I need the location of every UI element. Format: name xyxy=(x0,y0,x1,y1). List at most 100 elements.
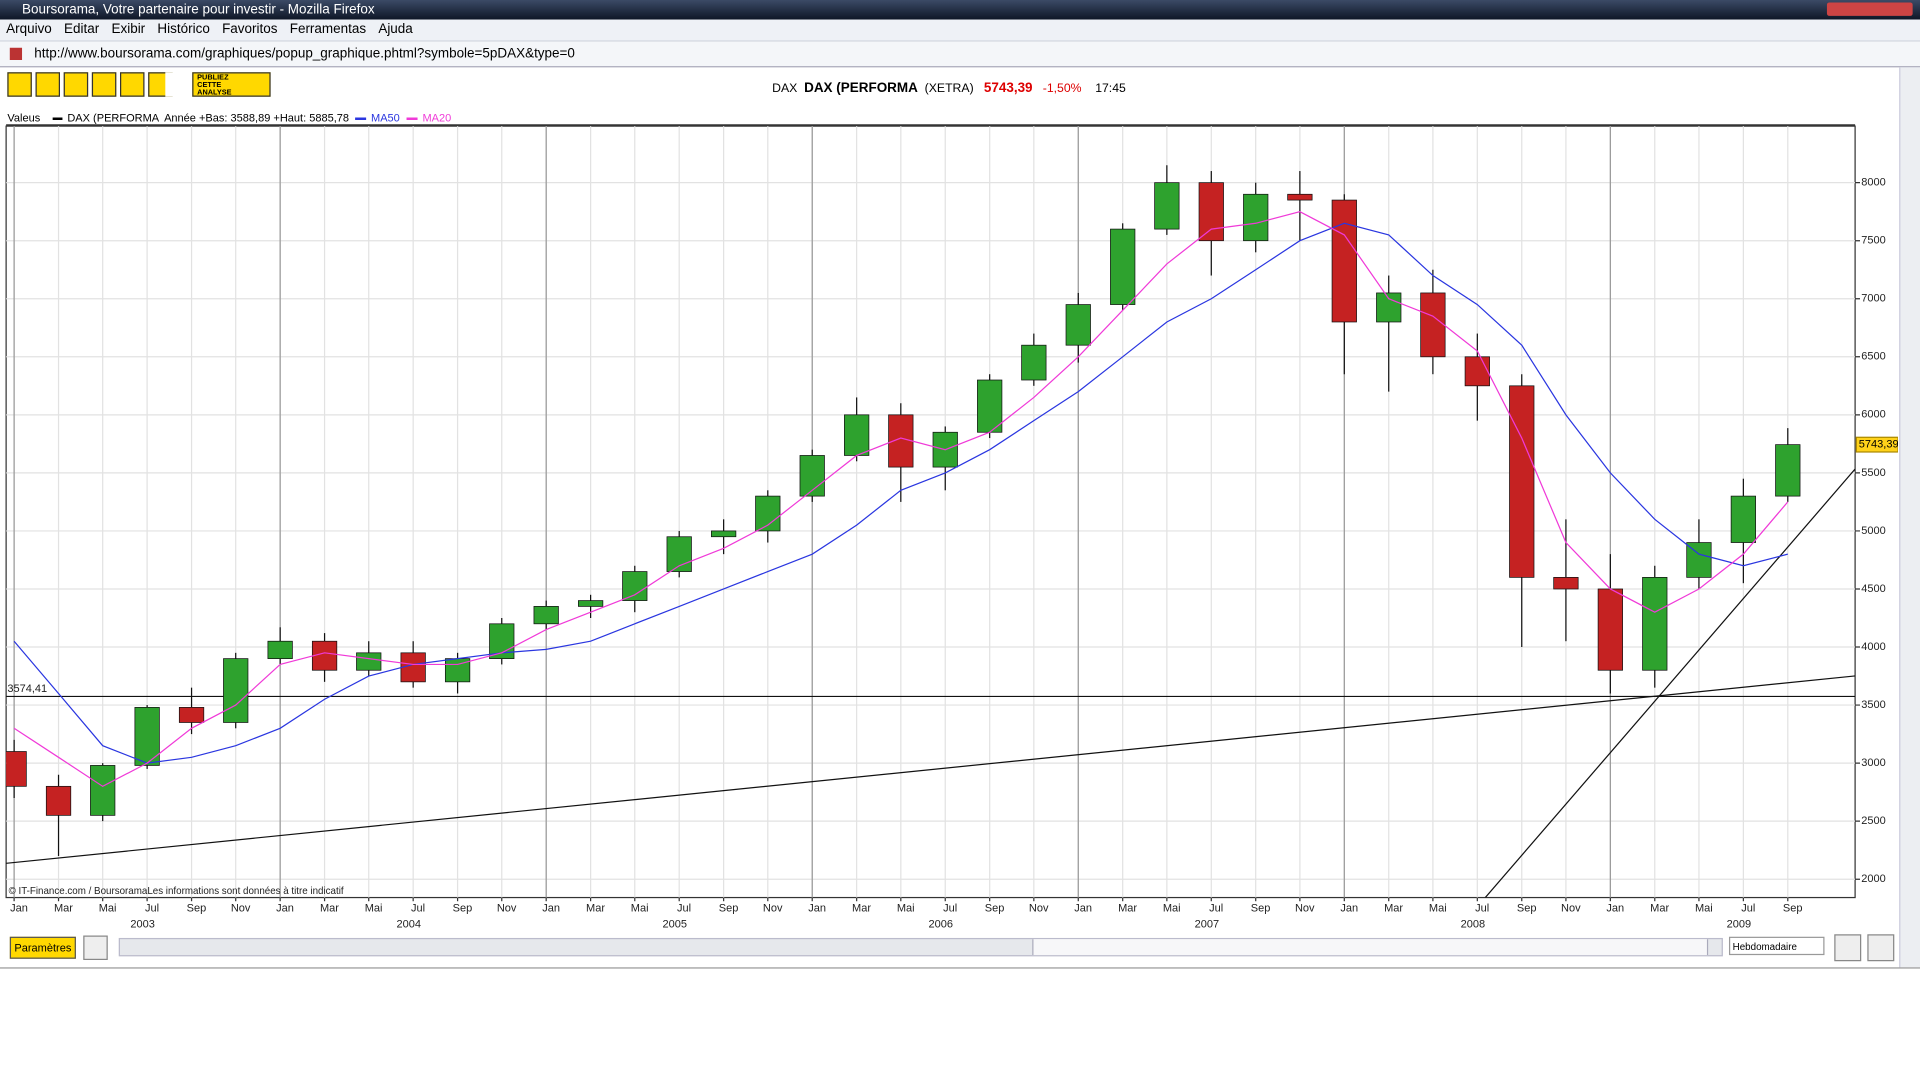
candle-body xyxy=(1287,193,1313,201)
menu-item[interactable]: Ferramentas xyxy=(289,22,367,37)
candle-body xyxy=(134,707,160,766)
y-tick-label: 2500 xyxy=(1861,815,1886,827)
window-controls[interactable] xyxy=(1826,2,1913,16)
x-tick-label: Mai xyxy=(1695,902,1713,914)
candle-body xyxy=(622,571,648,601)
page-edge xyxy=(0,967,1920,969)
x-tick-label: Jan xyxy=(276,902,294,914)
menu-item[interactable]: Favoritos xyxy=(222,22,278,37)
x-tick-label: Mar xyxy=(852,902,871,914)
menu-item[interactable]: Histórico xyxy=(157,22,210,37)
x-tick-label: Sep xyxy=(1251,902,1271,914)
zoom-out-button[interactable] xyxy=(1834,934,1862,962)
x-tick-label: Nov xyxy=(1561,902,1581,914)
legend-label: MA50 xyxy=(371,113,400,125)
candle-body xyxy=(1553,577,1579,590)
x-tick-label: Jan xyxy=(542,902,560,914)
x-tick-label: Nov xyxy=(763,902,783,914)
tool-line[interactable] xyxy=(35,72,61,97)
candle-body xyxy=(311,640,338,671)
x-tick-label: Mar xyxy=(1118,902,1137,914)
candle-body xyxy=(977,379,1003,433)
candle-body xyxy=(1110,228,1136,305)
candle-body xyxy=(45,785,72,816)
menu-item[interactable]: Ajuda xyxy=(378,22,413,37)
tool-channel[interactable] xyxy=(91,72,117,97)
x-tick-label: Sep xyxy=(985,902,1005,914)
candle-body xyxy=(844,414,870,456)
scrollbar[interactable] xyxy=(118,937,1723,957)
x-tick-label: Mar xyxy=(1384,902,1403,914)
url[interactable]: http://www.boursorama.com/graphiques/pop… xyxy=(34,46,575,62)
chart-footer: Paramètres Hebdomadaire xyxy=(0,933,1898,965)
x-tick-label: Mai xyxy=(99,902,117,914)
price-marker xyxy=(1855,436,1898,453)
quote-code: DAX xyxy=(772,82,798,96)
x-tick-label: Mai xyxy=(897,902,915,914)
legend-label: DAX (PERFORMA xyxy=(67,113,159,125)
year-label: 2009 xyxy=(1727,918,1752,930)
x-tick-label: Jul xyxy=(145,902,159,914)
x-tick-label: Mai xyxy=(631,902,649,914)
tool-zoom[interactable] xyxy=(7,72,32,97)
zoom-in-button[interactable] xyxy=(1867,934,1895,962)
chart: 2000 2500 3000 3500 4000 4500 5000 5500 6000 6500… xyxy=(5,113,1898,930)
candle-body xyxy=(1597,588,1623,671)
x-tick-label: Jan xyxy=(1606,902,1624,914)
x-tick-label: Mai xyxy=(1429,902,1447,914)
y-tick-label: 8000 xyxy=(1861,177,1886,189)
year-label: 2005 xyxy=(662,918,687,930)
y-tick-label: 3500 xyxy=(1861,699,1886,711)
candle-body xyxy=(1775,444,1801,497)
x-tick-label: Nov xyxy=(231,902,251,914)
year-label: 2006 xyxy=(929,918,954,930)
x-tick-label: Sep xyxy=(719,902,739,914)
menu-item[interactable]: Exibir xyxy=(111,22,146,37)
support-label: 3574,41 xyxy=(7,683,47,695)
x-tick-label: Jul xyxy=(943,902,957,914)
quote-header: DAX DAX (PERFORMA (XETRA) 5743,39 -1,50%… xyxy=(0,78,1898,99)
tool-hline[interactable] xyxy=(63,72,89,97)
range-note: Année +Bas: 3588,89 +Haut: 5885,78 xyxy=(164,113,349,125)
x-tick-label: Nov xyxy=(1029,902,1049,914)
x-tick-label: Mar xyxy=(1650,902,1669,914)
x-tick-label: Jan xyxy=(10,902,28,914)
params-button[interactable]: Paramètres xyxy=(9,936,76,959)
candle-body xyxy=(400,652,426,683)
scroll-thumb[interactable] xyxy=(1032,939,1709,956)
candle-body xyxy=(1243,193,1269,242)
quote-time: 17:45 xyxy=(1095,82,1126,96)
candle-body xyxy=(1376,292,1402,323)
y-tick-label: 3000 xyxy=(1861,757,1886,769)
x-tick-label: Mai xyxy=(1163,902,1181,914)
menu-item[interactable]: Arquivo xyxy=(6,22,52,37)
x-tick-label: Sep xyxy=(453,902,473,914)
candle-body xyxy=(267,640,293,660)
publish-button[interactable]: PUBLIEZ CETTE ANALYSE xyxy=(192,72,271,97)
vertical-scrollbar[interactable] xyxy=(1899,67,1920,968)
x-tick-label: Nov xyxy=(1295,902,1315,914)
y-tick-label: 6000 xyxy=(1861,409,1886,421)
address-bar[interactable]: http://www.boursorama.com/graphiques/pop… xyxy=(0,41,1920,68)
trend-line xyxy=(1484,468,1856,898)
quote-price: 5743,39 xyxy=(983,80,1033,96)
y-tick-label: 6500 xyxy=(1861,351,1886,363)
tool-delete[interactable] xyxy=(165,72,190,97)
plot-layer xyxy=(6,165,1856,898)
x-tick-label: Jul xyxy=(1209,902,1223,914)
candle-body xyxy=(1021,344,1047,381)
menu-item[interactable]: Editar xyxy=(64,22,100,37)
print-button[interactable] xyxy=(83,935,108,961)
period-select[interactable]: Hebdomadaire xyxy=(1728,936,1825,956)
tool-fibo[interactable] xyxy=(120,72,145,97)
x-tick-label: Jul xyxy=(1475,902,1489,914)
x-tick-label: Jan xyxy=(808,902,826,914)
title-bar: Boursorama, Votre partenaire pour invest… xyxy=(0,0,1920,20)
candle-body xyxy=(1331,199,1357,323)
year-label: 2004 xyxy=(396,918,421,930)
publish-text: ANALYSE xyxy=(197,89,232,97)
x-tick-label: Mar xyxy=(54,902,73,914)
y-tick-label: 4500 xyxy=(1861,583,1886,595)
year-label: 2008 xyxy=(1461,918,1486,930)
